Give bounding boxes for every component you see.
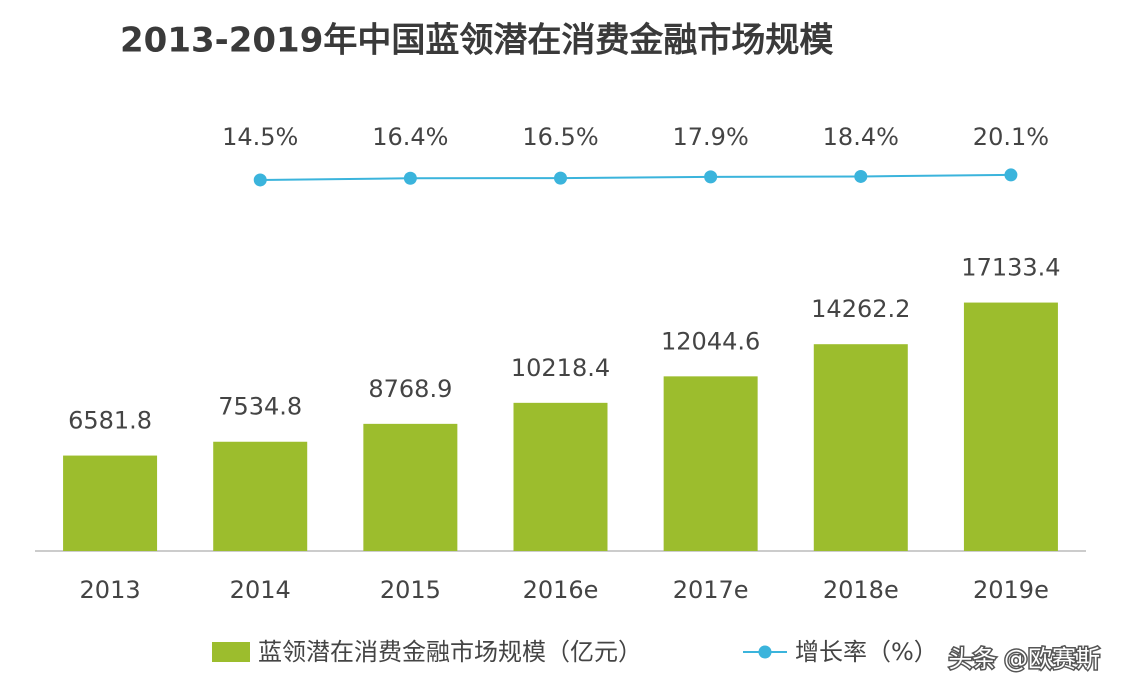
data-label: 14.5% <box>222 123 298 151</box>
line <box>260 173 1011 181</box>
line-point <box>253 173 267 187</box>
x-tick-label: 2013 <box>80 576 141 604</box>
data-label: 10218.4 <box>511 354 610 382</box>
data-label: 14262.2 <box>811 295 910 323</box>
x-tick-label: 2014 <box>230 576 291 604</box>
data-label: 20.1% <box>973 123 1049 151</box>
bar <box>513 402 608 551</box>
line-point <box>554 171 567 185</box>
x-tick-label: 2016e <box>523 576 599 604</box>
legend-swatch <box>212 642 250 662</box>
bar <box>963 302 1058 551</box>
data-label: 8768.9 <box>368 375 452 403</box>
line-point <box>854 169 868 183</box>
data-label: 17.9% <box>673 123 749 151</box>
line-point <box>1004 168 1018 182</box>
data-label: 6581.8 <box>68 407 152 435</box>
data-label: 16.5% <box>522 123 598 151</box>
bar <box>63 455 158 551</box>
bar <box>663 376 758 551</box>
x-tick-label: 2015 <box>380 576 441 604</box>
legend-label: 增长率（%） <box>795 638 938 666</box>
data-label: 7534.8 <box>218 393 302 421</box>
line-point <box>704 170 718 184</box>
x-tick-label: 2017e <box>673 576 749 604</box>
bar <box>813 344 908 551</box>
line-point <box>403 171 417 185</box>
watermark: 头条 @欧赛斯 <box>948 645 1100 673</box>
legend-label: 蓝领潜在消费金融市场规模（亿元） <box>258 638 642 666</box>
data-label: 12044.6 <box>661 327 760 355</box>
x-tick-label: 2019e <box>973 576 1049 604</box>
data-label: 18.4% <box>823 123 899 151</box>
bar <box>363 423 458 551</box>
legend-swatch <box>758 645 772 659</box>
chart-title: 2013-2019年中国蓝领潜在消费金融市场规模 <box>120 21 833 61</box>
data-label: 17133.4 <box>961 254 1060 282</box>
bar <box>213 441 308 551</box>
data-label: 16.4% <box>372 123 448 151</box>
x-tick-label: 2018e <box>823 576 899 604</box>
